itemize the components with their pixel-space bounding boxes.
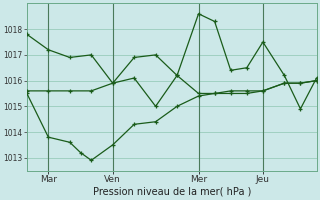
- X-axis label: Pression niveau de la mer( hPa ): Pression niveau de la mer( hPa ): [92, 187, 251, 197]
